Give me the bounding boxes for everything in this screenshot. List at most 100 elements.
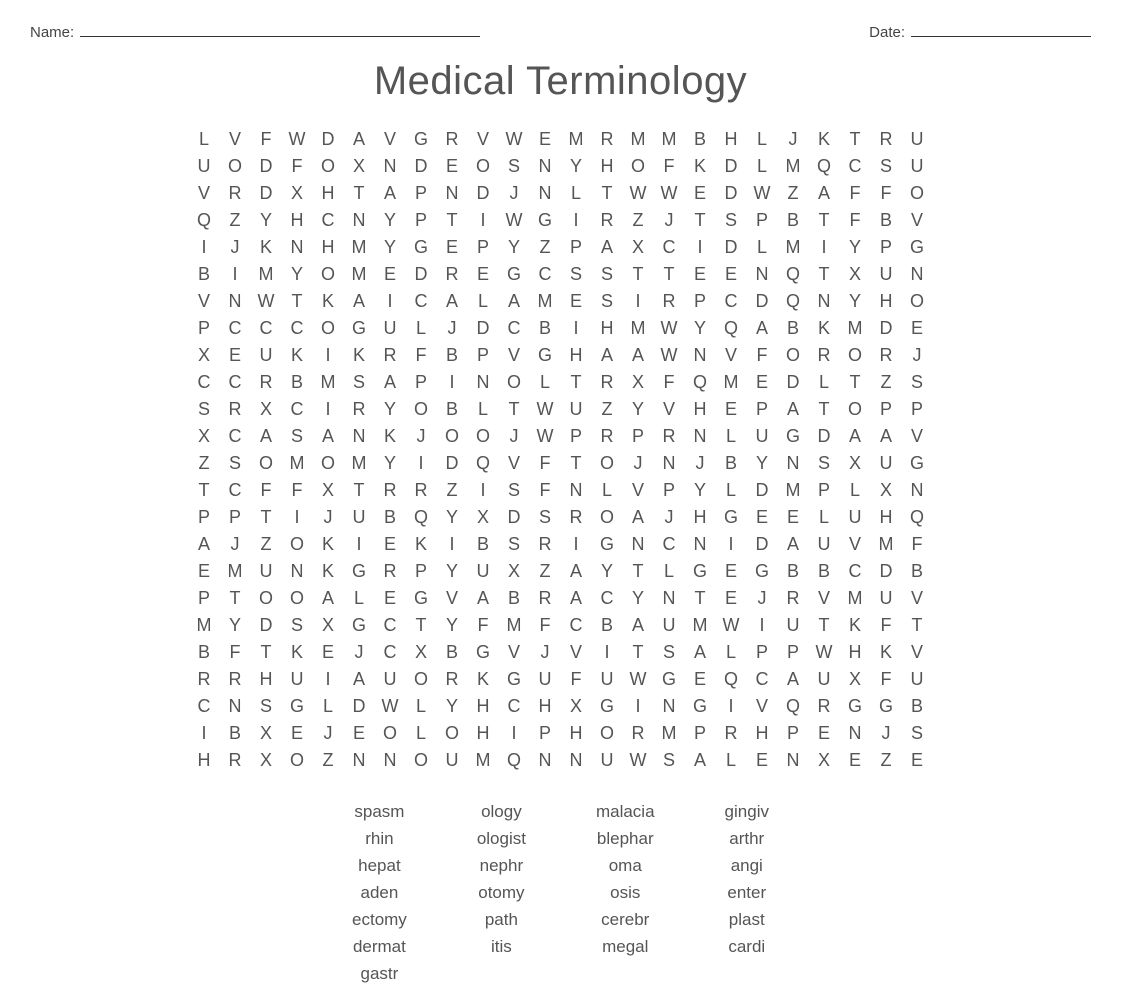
grid-cell: A xyxy=(344,666,375,693)
grid-cell: F xyxy=(747,342,778,369)
grid-cell: N xyxy=(778,450,809,477)
grid-cell: I xyxy=(716,693,747,720)
grid-cell: D xyxy=(809,423,840,450)
grid-cell: M xyxy=(623,126,654,153)
grid-cell: F xyxy=(251,126,282,153)
grid-cell: A xyxy=(437,288,468,315)
grid-cell: C xyxy=(592,585,623,612)
grid-cell: S xyxy=(220,450,251,477)
grid-cell: C xyxy=(375,639,406,666)
grid-cell: R xyxy=(871,126,902,153)
grid-cell: P xyxy=(561,423,592,450)
grid-cell: I xyxy=(468,207,499,234)
grid-cell: N xyxy=(468,369,499,396)
grid-cell: Q xyxy=(716,315,747,342)
word-item: arthr xyxy=(729,829,764,849)
grid-cell: S xyxy=(499,531,530,558)
grid-cell: L xyxy=(747,153,778,180)
grid-cell: O xyxy=(220,153,251,180)
grid-cell: I xyxy=(375,288,406,315)
grid-cell: Q xyxy=(778,261,809,288)
grid-cell: C xyxy=(716,288,747,315)
grid-cell: B xyxy=(778,558,809,585)
grid-cell: T xyxy=(282,288,313,315)
grid-cell: P xyxy=(623,423,654,450)
grid-cell: W xyxy=(499,207,530,234)
grid-cell: O xyxy=(251,450,282,477)
grid-cell: D xyxy=(778,369,809,396)
grid-cell: U xyxy=(251,558,282,585)
grid-cell: A xyxy=(809,180,840,207)
grid-cell: J xyxy=(871,720,902,747)
grid-cell: R xyxy=(592,369,623,396)
grid-cell: J xyxy=(313,720,344,747)
grid-cell: U xyxy=(251,342,282,369)
grid-cell: L xyxy=(468,288,499,315)
grid-cell: C xyxy=(654,531,685,558)
word-item: cerebr xyxy=(601,910,649,930)
grid-cell: A xyxy=(871,423,902,450)
grid-cell: F xyxy=(406,342,437,369)
grid-cell: G xyxy=(778,423,809,450)
grid-cell: S xyxy=(902,720,933,747)
grid-cell: E xyxy=(747,747,778,774)
grid-cell: X xyxy=(840,450,871,477)
grid-cell: L xyxy=(468,396,499,423)
grid-cell: P xyxy=(778,639,809,666)
word-item: osis xyxy=(610,883,640,903)
grid-cell: A xyxy=(468,585,499,612)
grid-cell: A xyxy=(840,423,871,450)
grid-cell: E xyxy=(220,342,251,369)
word-item: ectomy xyxy=(352,910,407,930)
grid-cell: O xyxy=(406,747,437,774)
grid-cell: E xyxy=(437,153,468,180)
grid-cell: G xyxy=(406,585,437,612)
grid-cell: E xyxy=(375,531,406,558)
grid-cell: I xyxy=(220,261,251,288)
grid-cell: F xyxy=(530,477,561,504)
word-item: angi xyxy=(731,856,763,876)
grid-cell: F xyxy=(561,666,592,693)
grid-cell: V xyxy=(499,639,530,666)
grid-cell: X xyxy=(251,720,282,747)
grid-cell: P xyxy=(530,720,561,747)
grid-cell: F xyxy=(530,612,561,639)
grid-cell: V xyxy=(902,585,933,612)
grid-cell: O xyxy=(468,423,499,450)
grid-cell: E xyxy=(437,234,468,261)
grid-cell: A xyxy=(375,180,406,207)
grid-cell: Y xyxy=(437,612,468,639)
name-line[interactable] xyxy=(80,20,480,37)
grid-cell: N xyxy=(902,477,933,504)
grid-cell: L xyxy=(592,477,623,504)
grid-cell: X xyxy=(468,504,499,531)
grid-cell: I xyxy=(313,342,344,369)
grid-cell: M xyxy=(716,369,747,396)
grid-cell: G xyxy=(592,531,623,558)
grid-cell: A xyxy=(778,666,809,693)
grid-cell: B xyxy=(902,558,933,585)
grid-cell: M xyxy=(871,531,902,558)
word-item: enter xyxy=(727,883,766,903)
grid-row: HRXOZNNOUMQNNUWSALENXEZE xyxy=(189,747,933,774)
grid-cell: N xyxy=(561,747,592,774)
grid-cell: G xyxy=(406,126,437,153)
grid-cell: V xyxy=(654,396,685,423)
grid-cell: O xyxy=(499,369,530,396)
grid-cell: E xyxy=(561,288,592,315)
grid-cell: P xyxy=(189,504,220,531)
grid-cell: P xyxy=(468,234,499,261)
date-line[interactable] xyxy=(911,20,1091,37)
grid-cell: N xyxy=(375,153,406,180)
grid-cell: Y xyxy=(437,693,468,720)
grid-cell: C xyxy=(375,612,406,639)
grid-cell: U xyxy=(468,558,499,585)
grid-cell: B xyxy=(437,396,468,423)
grid-cell: F xyxy=(840,207,871,234)
grid-cell: M xyxy=(654,126,685,153)
grid-cell: B xyxy=(375,504,406,531)
grid-cell: O xyxy=(592,720,623,747)
grid-cell: A xyxy=(313,585,344,612)
grid-cell: G xyxy=(344,558,375,585)
grid-row: VNWTKAICALAMESIRPCDQNYHO xyxy=(189,288,933,315)
